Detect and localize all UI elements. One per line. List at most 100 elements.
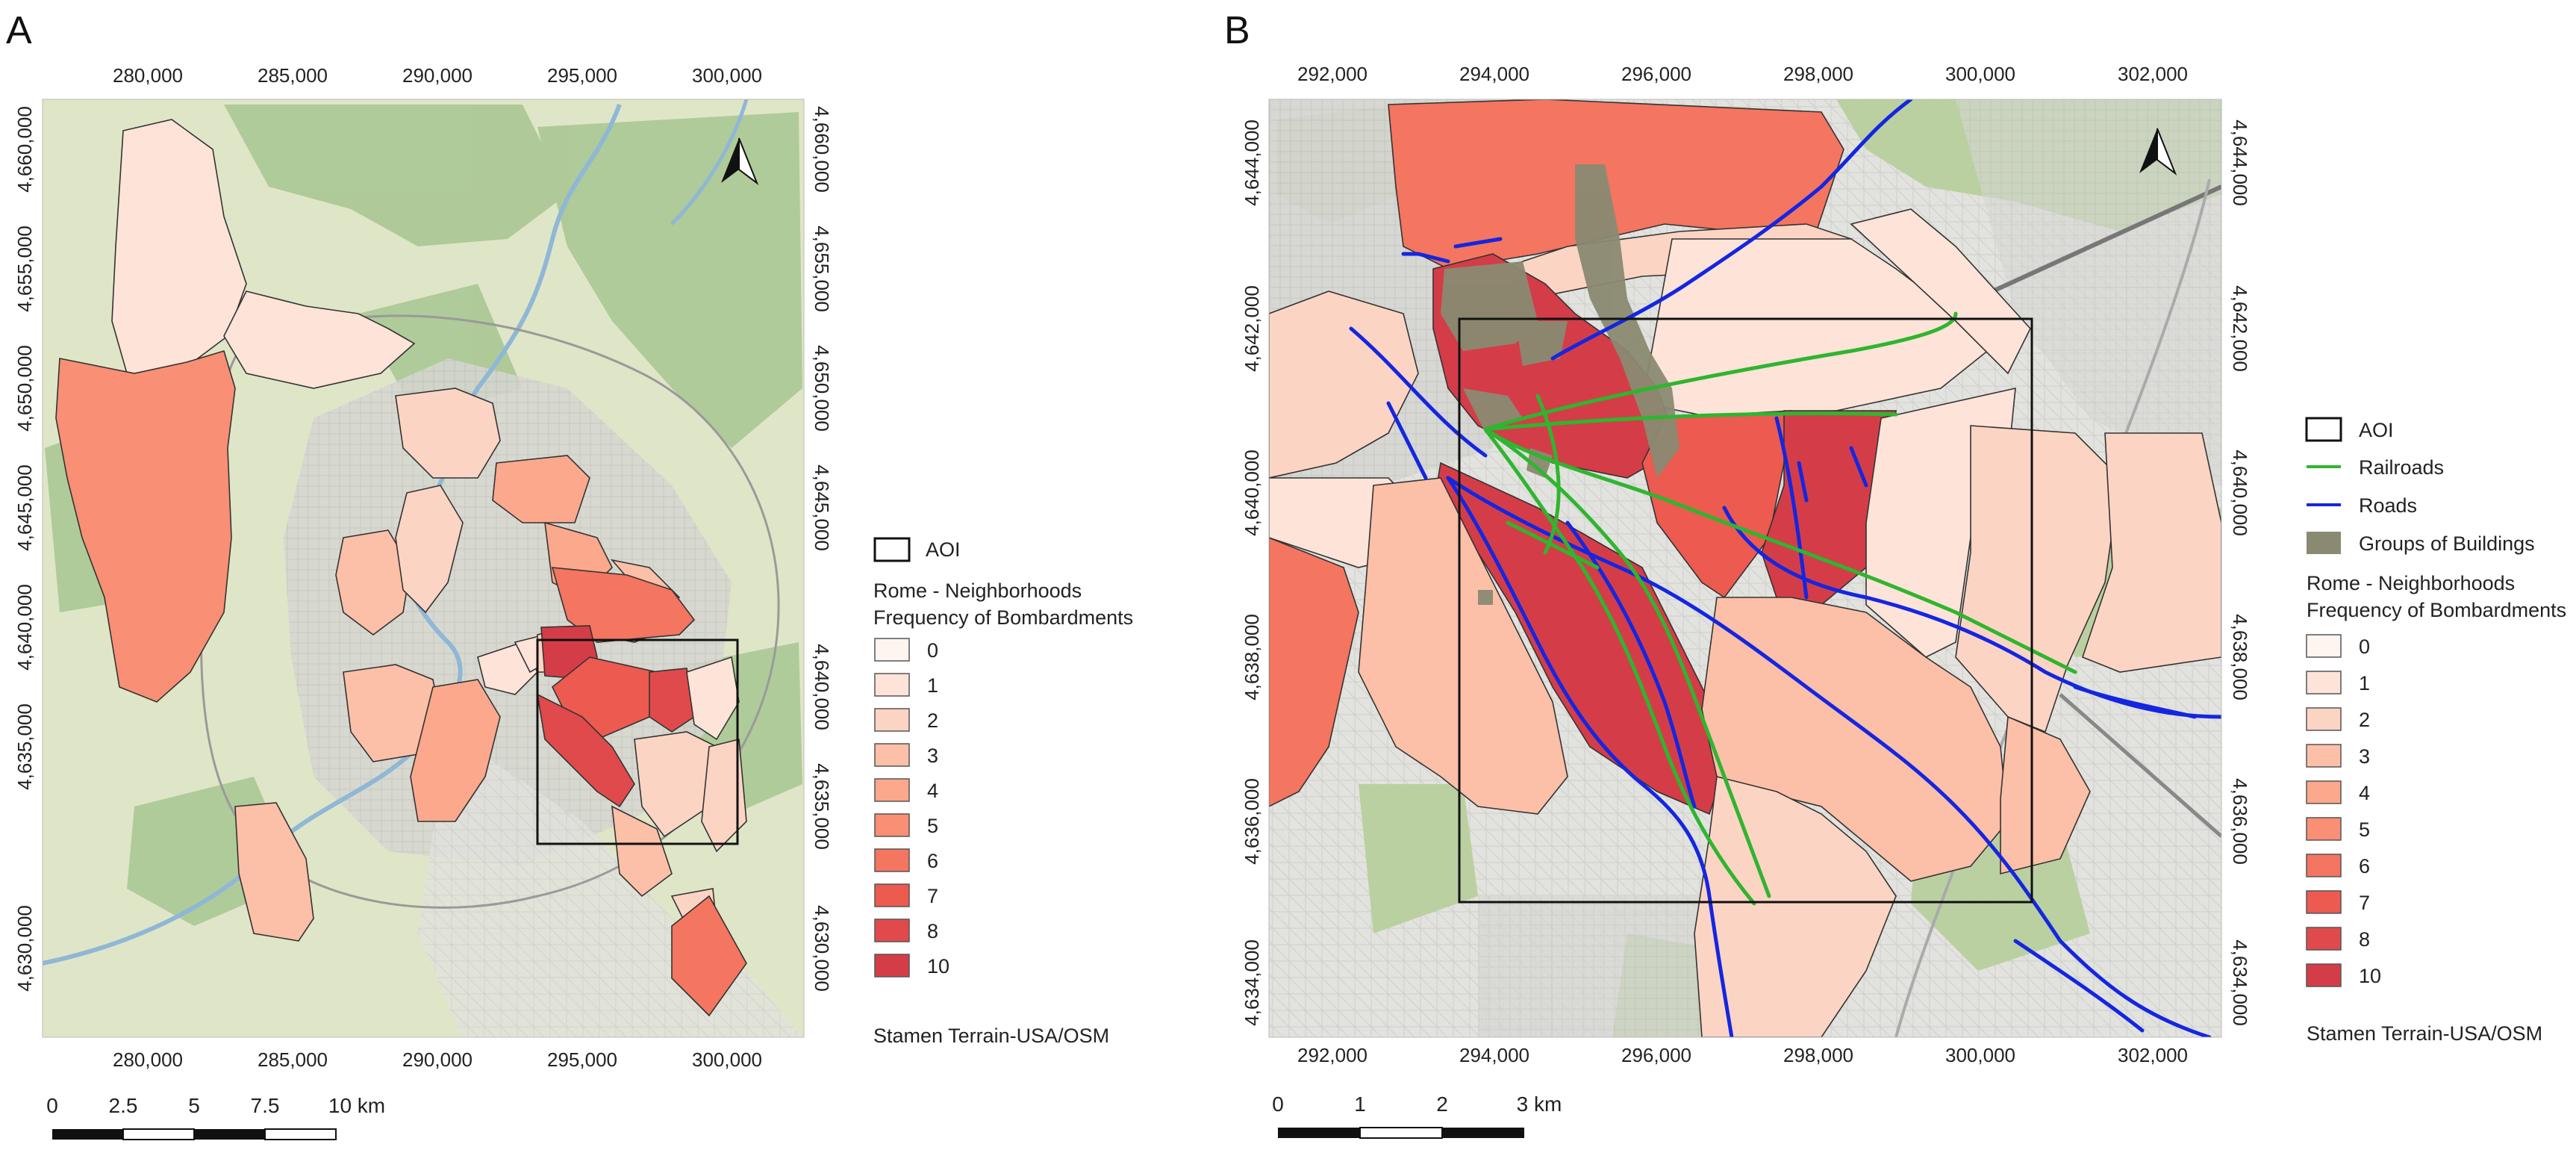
legend-classes: 0 1 2 3 4 5 6 7 8 10: [2306, 634, 2381, 987]
legend-class-label: 2: [927, 709, 938, 732]
tick-label: 298,000: [1783, 1044, 1853, 1066]
legend-class-swatch: [874, 638, 910, 662]
legend-class-label: 1: [927, 674, 938, 697]
tick-label: 302,000: [2118, 1044, 2188, 1066]
scale-label: 2.5: [109, 1094, 138, 1117]
tick-label: 4,634,000: [2229, 939, 2251, 1026]
scale-label: 10 km: [328, 1094, 385, 1117]
legend-class-label: 2: [2359, 709, 2370, 731]
legend-class-swatch: [874, 708, 910, 732]
legend-class-swatch: [2306, 817, 2342, 841]
railroads: [1483, 311, 2077, 906]
legend-class-swatch: [2306, 854, 2342, 877]
panel-b-legend: AOI Railroads Roads Groups of Buildings …: [2305, 417, 2566, 1045]
legend-class-label: 4: [2359, 782, 2370, 804]
legend-aoi-swatch: [2305, 417, 2342, 442]
tick-label: 298,000: [1783, 63, 1853, 85]
tick-label: 4,638,000: [1241, 614, 1263, 700]
north-arrow-icon: [2139, 128, 2177, 175]
panel-b-map[interactable]: [1269, 99, 2221, 1037]
tick-label: 4,642,000: [1241, 285, 1263, 372]
tick-label: 295,000: [547, 1048, 617, 1071]
legend-class-swatch: [874, 848, 910, 872]
scale-label: 3 km: [1517, 1092, 1562, 1116]
tick-label: 4,635,000: [811, 763, 833, 850]
legend-class-label: 1: [2359, 672, 2370, 694]
legend-aoi-label: AOI: [926, 538, 961, 561]
legend-class-swatch: [874, 743, 910, 767]
tick-label: 4,655,000: [13, 226, 36, 312]
panel-a-legend: AOI Rome - Neighborhoods Frequency of Bo…: [873, 537, 1133, 1047]
tick-label: 296,000: [1621, 1044, 1691, 1066]
tick-label: 294,000: [1459, 1044, 1529, 1066]
scale-label: 0: [1272, 1092, 1284, 1116]
aoi-box: [536, 638, 739, 845]
tick-label: 300,000: [1945, 1044, 2015, 1066]
tick-label: 4,630,000: [13, 905, 36, 992]
tick-label: 4,644,000: [2229, 119, 2251, 206]
legend-railroads-label: Railroads: [2359, 456, 2444, 479]
panel-a-ticks-bottom: 280,000 285,000 290,000 295,000 300,000: [113, 1048, 762, 1071]
legend-class-label: 10: [927, 955, 949, 978]
north-arrow-icon: [721, 137, 759, 185]
legend-class-label: 5: [927, 815, 938, 837]
panel-b-ticks-right: 4,644,000 4,642,000 4,640,000 4,638,000 …: [2229, 119, 2251, 1026]
tick-label: 4,642,000: [2229, 285, 2251, 372]
scale-label: 5: [188, 1094, 200, 1117]
legend-class-swatch: [874, 778, 910, 802]
legend-classes: 0 1 2 3 4 5 6 7 8 10: [874, 638, 949, 978]
aniene-river: [670, 99, 749, 226]
legend-subtitle: Frequency of Bombardments: [2307, 599, 2566, 621]
tick-label: 300,000: [692, 1048, 762, 1071]
legend-class-label: 6: [927, 850, 938, 872]
legend-roads-label: Roads: [2359, 494, 2417, 517]
tick-label: 300,000: [692, 64, 762, 87]
tick-label: 280,000: [113, 1048, 183, 1071]
panel-a-ticks-right: 4,660,000 4,655,000 4,650,000 4,645,000 …: [811, 106, 833, 992]
legend-class-label: 4: [927, 780, 938, 802]
panel-a-map[interactable]: [43, 99, 804, 1037]
aoi-box: [1458, 317, 2033, 904]
legend-title: Rome - Neighborhoods: [2307, 572, 2515, 594]
panel-a-ticks-top: 280,000 285,000 290,000 295,000 300,000: [113, 64, 762, 87]
legend-class-swatch: [874, 673, 910, 697]
scale-label: 1: [1354, 1092, 1366, 1116]
legend-buildings-swatch: [2307, 532, 2341, 554]
panel-b-ticks-left: 4,644,000 4,642,000 4,640,000 4,638,000 …: [1241, 119, 1263, 1026]
legend-class-label: 8: [2359, 928, 2370, 951]
legend-class-swatch: [2306, 927, 2342, 951]
tick-label: 4,636,000: [2229, 778, 2251, 865]
tick-label: 294,000: [1459, 63, 1529, 85]
panel-b-label: B: [1224, 9, 1250, 52]
tick-label: 300,000: [1945, 63, 2015, 85]
tick-label: 4,645,000: [811, 464, 833, 551]
legend-class-label: 0: [2359, 635, 2370, 658]
legend-class-swatch: [2306, 890, 2342, 914]
legend-class-label: 3: [927, 745, 938, 767]
tick-label: 280,000: [113, 64, 183, 87]
tick-label: 4,650,000: [811, 345, 833, 432]
tick-label: 296,000: [1621, 63, 1691, 85]
legend-class-label: 8: [927, 920, 938, 942]
scale-label: 0: [46, 1094, 58, 1117]
panel-b-ticks-top: 292,000 294,000 296,000 298,000 300,000 …: [1297, 63, 2188, 85]
legend-subtitle: Frequency of Bombardments: [873, 606, 1133, 629]
tick-label: 4,634,000: [1241, 939, 1263, 1026]
panel-a-ticks-left: 4,660,000 4,655,000 4,650,000 4,645,000 …: [13, 106, 36, 992]
tick-label: 4,650,000: [13, 345, 36, 432]
tick-label: 4,640,000: [13, 584, 36, 671]
panel-b-scale-bar: 0 1 2 3 km: [1272, 1092, 1562, 1139]
tick-label: 290,000: [402, 64, 473, 87]
tick-label: 4,630,000: [811, 905, 833, 992]
tick-label: 4,660,000: [13, 106, 36, 193]
tick-label: 285,000: [258, 1048, 328, 1071]
tick-label: 295,000: [547, 64, 617, 87]
legend-class-label: 5: [2359, 818, 2370, 841]
legend-aoi-swatch: [873, 537, 911, 562]
legend-class-label: 7: [2359, 892, 2370, 914]
scale-label: 7.5: [251, 1094, 280, 1117]
tick-label: 292,000: [1297, 63, 1367, 85]
roads: [1349, 99, 2221, 1037]
tick-label: 4,640,000: [1241, 450, 1263, 536]
